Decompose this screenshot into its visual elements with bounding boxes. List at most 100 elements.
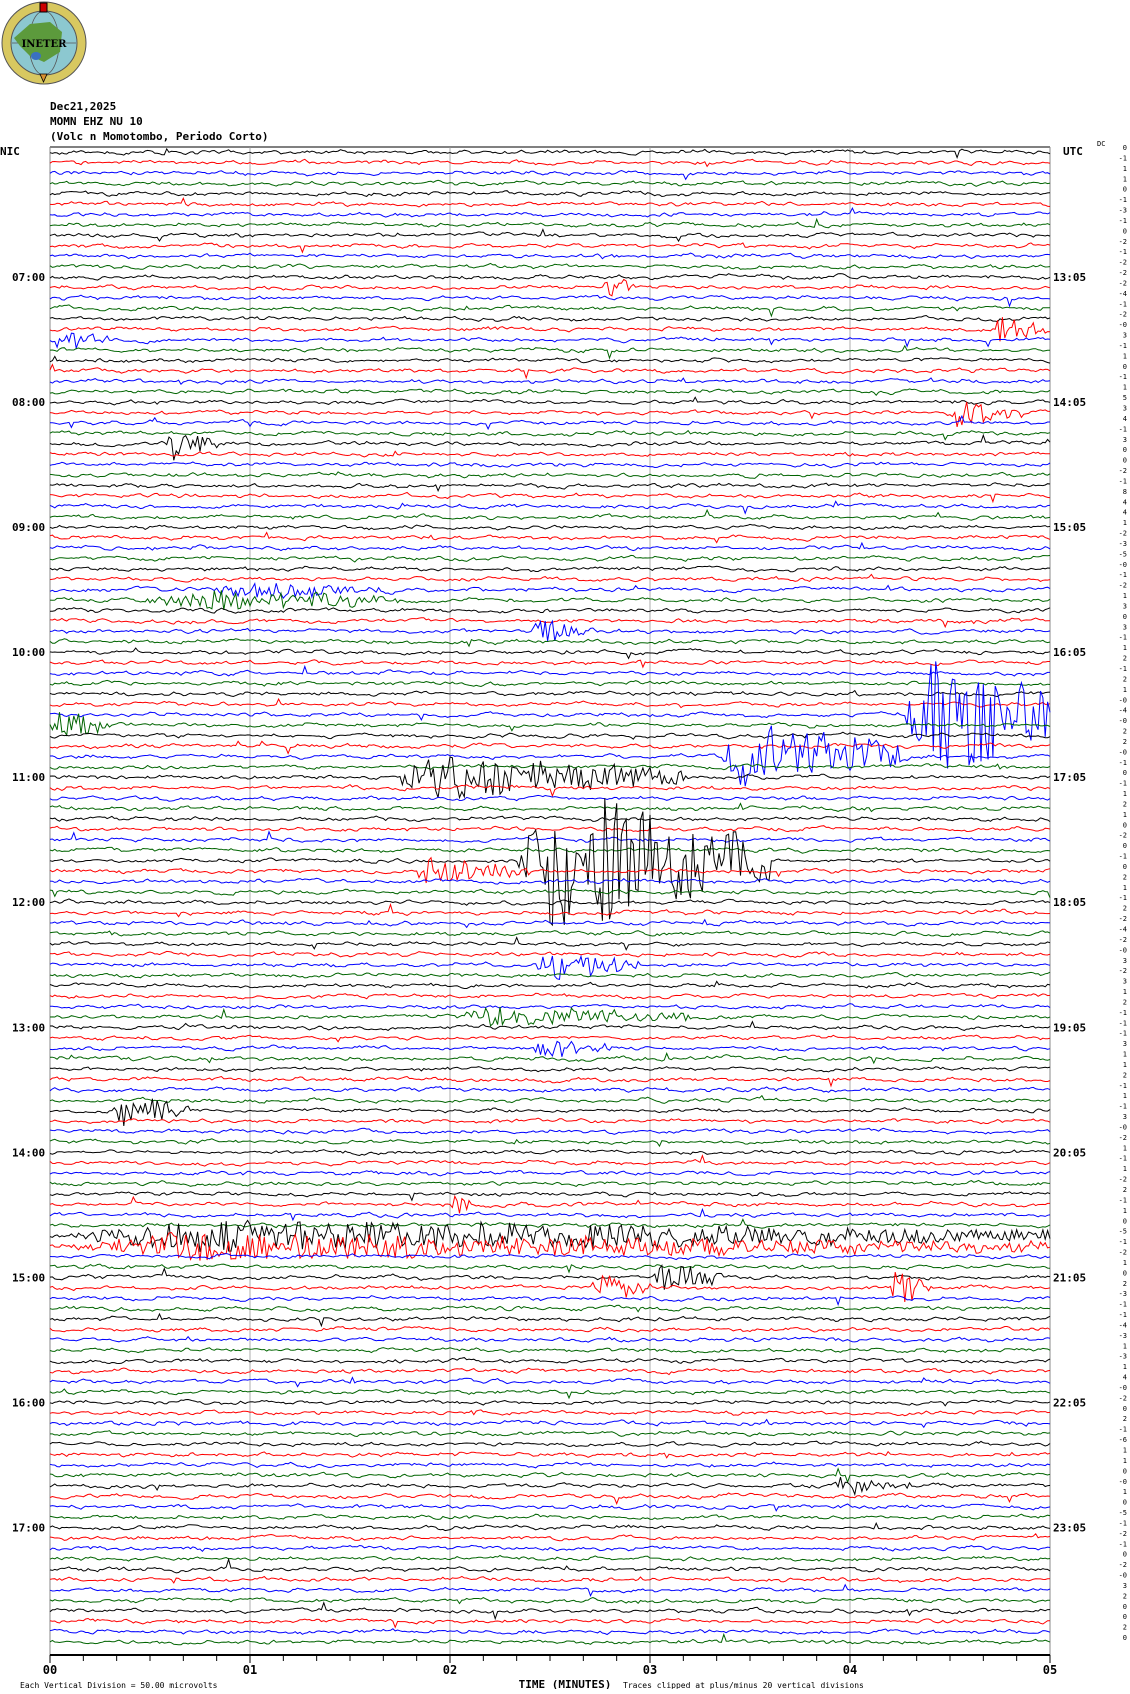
trace-row [49,1138,1051,1148]
dc-offset-label: -3 [1119,540,1127,548]
trace-row [49,332,1051,351]
x-tick-label: 02 [443,1663,457,1677]
trace-row [49,647,1051,660]
dc-offset-label: -1 [1119,154,1127,162]
trace-row [49,1263,1051,1274]
dc-offset-label: -3 [1119,1290,1127,1298]
dc-offset-label: 8 [1123,488,1127,496]
trace-row [49,228,1051,243]
trace-row [49,197,1051,208]
trace-row [49,1440,1051,1448]
dc-offset-label: 0 [1123,144,1127,152]
trace-row [49,1295,1051,1307]
dc-offset-label: 2 [1123,1624,1127,1632]
dc-offset-label: 3 [1123,623,1127,631]
right-hour-label: 18:05 [1053,896,1086,909]
dc-offset-label: -2 [1119,582,1127,590]
dc-offset-label: 2 [1123,675,1127,683]
trace-row [49,825,1051,833]
dc-offset-label: 0 [1123,363,1127,371]
trace-row [49,1628,1051,1636]
trace-row [49,1492,1051,1505]
dc-offset-label: -0 [1119,1572,1127,1580]
clip-note: Traces clipped at plus/minus 20 vertical… [623,1681,864,1689]
trace-row [49,482,1051,492]
trace-row [49,1218,1051,1229]
trace-row [49,573,1051,583]
dc-offset-label: -2 [1119,1530,1127,1538]
trace-row [49,1596,1051,1605]
trace-row [49,954,1051,981]
trace-row [49,1450,1051,1459]
trace-row [49,582,1051,599]
right-hour-label: 19:05 [1053,1021,1086,1034]
dc-offset-label: -1 [1119,1009,1127,1017]
trace-row [49,1533,1051,1542]
trace-row [49,1601,1050,1621]
dc-offset-label: 2 [1123,728,1127,736]
trace-row [49,262,1051,270]
trace-row [49,1034,1051,1043]
trace-row [49,971,1051,979]
dc-offset-label: -2 [1119,915,1127,923]
trace-row [49,388,1051,396]
dc-offset-label: -1 [1119,853,1127,861]
dc-offset-label: -1 [1119,1311,1127,1319]
trace-row [49,1476,1051,1497]
dc-offset-label: 1 [1123,1342,1127,1350]
dc-offset-label: 1 [1123,1363,1127,1371]
trace-row [49,523,1051,531]
trace-row [49,798,1051,927]
dc-offset-label: -2 [1119,259,1127,267]
trace-row [49,1207,1051,1222]
trace-row [49,500,1051,515]
trace-row [49,1003,1051,1010]
dc-offset-label: 3 [1123,957,1127,965]
x-tick-label: 03 [643,1663,657,1677]
dc-offset-label: 2 [1123,655,1127,663]
dc-offset-label: -1 [1119,759,1127,767]
dc-offset-label: -1 [1119,342,1127,350]
trace-row [49,461,1051,469]
trace-row [49,1388,1051,1400]
trace-row [49,158,1051,168]
dc-offset-label: 1 [1123,1457,1127,1465]
dc-offset-label: 2 [1123,738,1127,746]
trace-row [49,617,1051,629]
trace-row [49,731,1051,740]
trace-row [49,590,1051,610]
dc-offset-label: -1 [1119,1103,1127,1111]
dc-offset-label: 3 [1123,602,1127,610]
trace-row [49,1231,1051,1261]
right-hour-label: 22:05 [1053,1396,1086,1409]
trace-row [49,1252,1051,1261]
left-hour-label: 09:00 [12,521,45,534]
dc-offset-label: 1 [1123,519,1127,527]
dc-offset-label: 3 [1123,405,1127,413]
dc-offset-label: -1 [1119,894,1127,902]
left-hour-label: 11:00 [12,771,45,784]
dc-offset-label: 2 [1123,1186,1127,1194]
dc-offset-label: 0 [1123,613,1127,621]
right-timezone-label: UTC [1063,145,1083,158]
dc-offset-label: 0 [1123,1613,1127,1621]
left-hour-label: 16:00 [12,1396,45,1409]
trace-row [49,1194,1050,1214]
trace-row [49,930,1051,938]
trace-row [49,740,1051,755]
trace-row [49,888,1051,898]
dc-offset-label: -2 [1119,1561,1127,1569]
trace-row [49,1367,1051,1376]
right-hour-label: 20:05 [1053,1146,1086,1159]
dc-offset-label: 1 [1123,644,1127,652]
trace-row [50,414,1050,431]
trace-row [49,679,1051,688]
trace-row [49,815,1051,823]
dc-offset-label: 2 [1123,905,1127,913]
trace-row [49,217,1051,229]
x-tick-label: 05 [1043,1663,1057,1677]
trace-row [49,898,1051,906]
dc-offset-label: 1 [1123,1165,1127,1173]
dc-offset-label: -5 [1119,1228,1127,1236]
dc-offset-label: 0 [1123,1405,1127,1413]
